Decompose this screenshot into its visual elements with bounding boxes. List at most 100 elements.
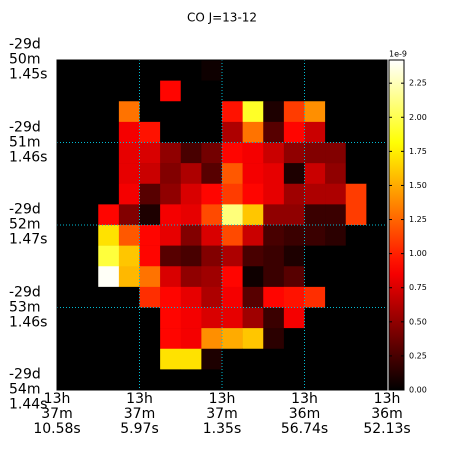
heatmap-cell [201,101,223,123]
heatmap-cell [201,266,223,288]
heatmap-cell [242,60,264,81]
heatmap-cell [98,163,120,185]
heatmap-cell [222,307,243,329]
heatmap-cell [242,80,264,102]
heatmap-cell [180,121,202,143]
heatmap-cell [57,80,78,102]
heatmap-cell [222,348,243,370]
heatmap-cell [345,204,367,226]
heatmap-cell [139,204,161,226]
heatmap-cell [283,225,305,246]
heatmap-cell [160,204,182,226]
heatmap-cell [325,328,347,350]
heatmap-cell [325,142,347,164]
heatmap-cell [242,121,264,143]
heatmap-cell [118,101,140,123]
colorbar-tick-label: 0.50 [409,317,427,326]
heatmap-cell [160,286,182,308]
heatmap-cell [345,80,367,102]
heatmap-cell [283,101,305,123]
heatmap-cell [57,266,78,288]
heatmap-cell [345,183,367,205]
heatmap-cell [242,183,264,205]
heatmap-cell [242,307,264,329]
heatmap-cell [180,60,202,81]
heatmap-cell [345,286,367,308]
heatmap-cell [118,286,140,308]
heatmap-cell [222,204,243,226]
heatmap-cell [57,245,78,267]
heatmap-cell [242,369,264,391]
heatmap-cell [325,286,347,308]
heatmap-cell [222,328,243,350]
heatmap-cell [98,225,120,246]
heatmap-cell [139,80,161,102]
heatmap-cell [139,286,161,308]
heatmap-cell [304,80,326,102]
heatmap-cell [57,204,78,226]
heatmap-cell [77,183,99,205]
heatmap-cell [77,163,99,185]
heatmap-cell [118,204,140,226]
heatmap-cell [77,101,99,123]
heatmap-cell [263,183,285,205]
heatmap-cell [345,60,367,81]
heatmap-cell [180,245,202,267]
heatmap-cell [201,286,223,308]
heatmap-cell [77,204,99,226]
heatmap-cell [98,266,120,288]
heatmap-cell [366,163,388,185]
heatmap-cell [139,348,161,370]
heatmap-cell [263,163,285,185]
heatmap-cell [139,245,161,267]
heatmap-cell [325,225,347,246]
heatmap-cell [98,80,120,102]
heatmap-cell [98,369,120,391]
heatmap-cell [263,266,285,288]
heatmap-cell [139,225,161,246]
heatmap-cell [139,328,161,350]
heatmap-cell [118,245,140,267]
heatmap-cell [118,80,140,102]
colorbar-tick-label: 2.25 [409,79,427,88]
heatmap-cell [304,183,326,205]
heatmap-cell [325,163,347,185]
heatmap-cell [263,328,285,350]
heatmap-cell [160,266,182,288]
heatmap-cell [283,163,305,185]
heatmap-cell [283,307,305,329]
heatmap-cell [160,348,182,370]
heatmap-cell [304,163,326,185]
heatmap-cell [180,163,202,185]
heatmap-cell [242,163,264,185]
heatmap-cell [366,245,388,267]
heatmap-cell [160,142,182,164]
heatmap-cell [180,225,202,246]
heatmap-cell [118,163,140,185]
heatmap-cell [222,286,243,308]
heatmap-cell [283,266,305,288]
colorbar-tick-label: 1.25 [409,215,427,224]
heatmap-cell [57,163,78,185]
x-tick-label: 13h 36m 56.74s [280,391,329,437]
heatmap-cell [263,204,285,226]
heatmap-cell [98,101,120,123]
heatmap-cell [201,348,223,370]
heatmap-cell [325,348,347,370]
heatmap-cell [57,142,78,164]
heatmap-cell [57,183,78,205]
heatmap-cell [98,348,120,370]
heatmap-cell [180,266,202,288]
heatmap-cell [242,348,264,370]
heatmap-cell [139,369,161,391]
heatmap-cell [304,142,326,164]
heatmap-cell [139,266,161,288]
heatmap-cell [325,204,347,226]
heatmap-cell [263,60,285,81]
heatmap-cell [57,121,78,143]
heatmap-cell [325,369,347,391]
heatmap-cell [98,328,120,350]
heatmap-cell [325,266,347,288]
heatmap-cell [201,183,223,205]
colorbar [388,59,405,391]
